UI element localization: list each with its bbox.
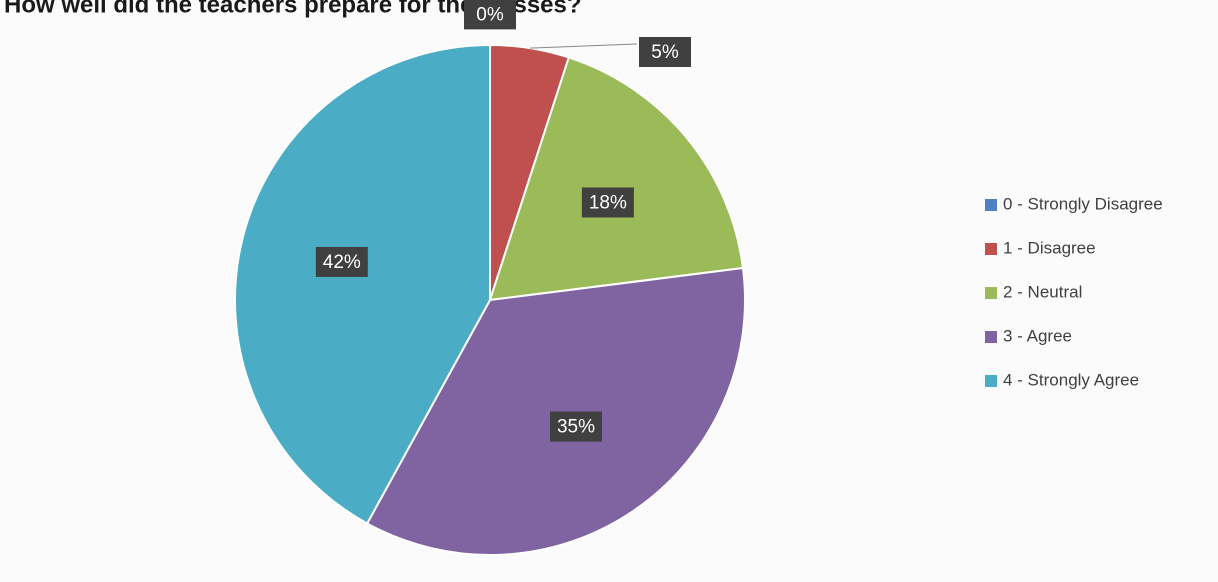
legend-swatch (985, 243, 997, 255)
legend-label: 3 - Agree (1003, 326, 1072, 345)
data-label: 5% (651, 42, 679, 63)
data-label-box (639, 37, 691, 67)
data-label-box (464, 0, 516, 30)
pie-slice (234, 43, 491, 525)
legend-label: 2 - Neutral (1003, 282, 1082, 301)
data-label-box (581, 187, 634, 218)
legend-label: 1 - Disagree (1003, 238, 1096, 257)
legend-label: 0 - Strongly Disagree (1003, 194, 1163, 213)
pie-slice (365, 266, 746, 556)
legend-swatch (985, 331, 997, 343)
data-label: 35% (557, 417, 595, 438)
data-label: 42% (323, 252, 361, 273)
data-label-box (549, 411, 602, 442)
chart-title: How well did the teachers prepare for th… (4, 0, 582, 18)
data-label: 0% (476, 4, 504, 25)
pie-slice (488, 56, 745, 302)
data-label: 18% (589, 192, 627, 213)
data-label-box (315, 246, 368, 277)
legend-swatch (985, 287, 997, 299)
legend-swatch (985, 375, 997, 387)
legend-label: 4 - Strongly Agree (1003, 370, 1139, 389)
leader-line (529, 43, 638, 49)
legend-swatch (985, 199, 997, 211)
